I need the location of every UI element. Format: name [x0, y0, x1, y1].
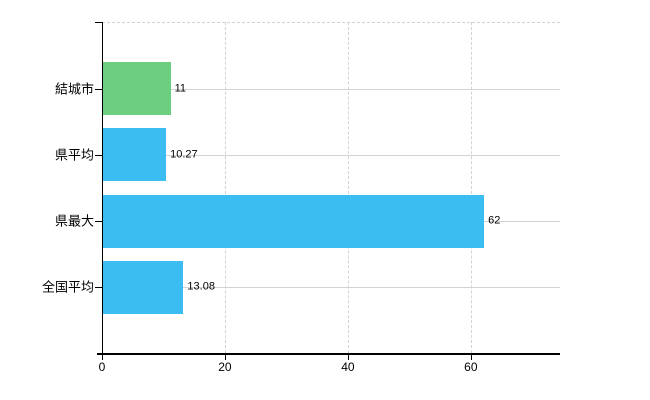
x-tick-label: 20 — [218, 360, 232, 374]
x-axis-line — [97, 353, 560, 355]
y-axis-tick — [95, 154, 102, 156]
x-axis-tick — [224, 354, 226, 360]
category-label: 県平均 — [54, 147, 94, 163]
bar-value-label: 10.27 — [170, 148, 198, 161]
bar — [103, 260, 184, 314]
y-axis-line — [102, 22, 103, 354]
x-tick-label: 40 — [341, 360, 355, 374]
bar — [103, 128, 167, 182]
y-axis-tick — [95, 287, 102, 289]
y-axis-tick — [95, 221, 102, 223]
bar-value-label: 62 — [488, 214, 501, 227]
x-tick-label: 60 — [464, 360, 478, 374]
bar — [103, 62, 171, 115]
plot-top-border — [102, 22, 560, 23]
y-axis-tick — [95, 88, 102, 90]
grid-line-vertical — [347, 22, 349, 353]
bar-value-label: 13.08 — [187, 280, 215, 293]
bar-value-label: 11 — [174, 82, 187, 94]
category-grid-line — [103, 88, 560, 90]
category-grid-line — [103, 287, 560, 289]
x-axis-tick — [347, 354, 349, 360]
x-tick-label: 0 — [98, 360, 106, 374]
category-grid-line — [103, 154, 560, 156]
grid-line-vertical — [470, 22, 472, 353]
category-label: 県最大 — [54, 213, 94, 229]
grid-line-vertical — [224, 22, 226, 353]
x-axis-tick — [102, 354, 103, 360]
category-label: 結城市 — [54, 81, 94, 96]
bar — [103, 194, 485, 248]
x-axis-tick — [470, 354, 472, 360]
category-label: 全国平均 — [41, 279, 94, 295]
y-axis-top-tick — [95, 22, 102, 23]
